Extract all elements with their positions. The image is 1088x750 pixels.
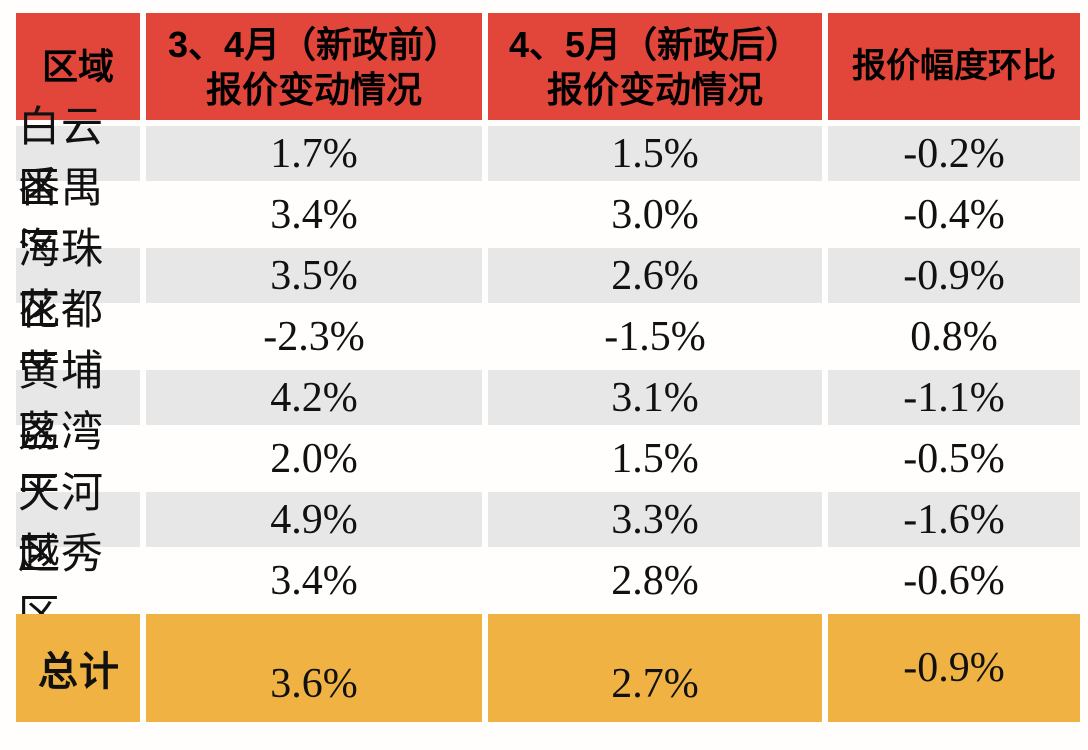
table-cell-mom: -0.2%	[828, 126, 1080, 181]
table-cell-mom: -0.4%	[903, 191, 1005, 238]
table-cell-mom: -0.9%	[828, 248, 1080, 303]
table-cell-before: 3.4%	[270, 191, 358, 238]
table-cell-after: -1.5%	[604, 313, 706, 360]
header-region: 区域	[16, 13, 140, 120]
table-cell-mom: -1.1%	[828, 370, 1080, 425]
table-cell-before: 2.0%	[270, 435, 358, 482]
header-before-line2: 报价变动情况	[205, 68, 422, 110]
table-cell-before: 1.7%	[146, 126, 482, 181]
header-before-policy: 3、4月（新政前） 报价变动情况	[146, 13, 482, 120]
table-cell-after: 1.5%	[488, 126, 822, 181]
table-cell-after: 1.5%	[611, 435, 699, 482]
table-cell-mom: -0.5%	[903, 435, 1005, 482]
total-cell-mom: -0.9%	[828, 614, 1080, 722]
table-cell-mom: 0.8%	[910, 313, 998, 360]
header-after-policy: 4、5月（新政后） 报价变动情况	[488, 13, 822, 120]
table-cell-before: 3.4%	[270, 557, 358, 604]
table-cell-after: 3.3%	[488, 492, 822, 547]
table-cell-mom: -1.6%	[828, 492, 1080, 547]
total-cell-before: 3.6%	[146, 614, 482, 722]
table-row-region: 越秀区	[18, 529, 105, 638]
table-cell-before: -2.3%	[263, 313, 365, 360]
total-cell-after: 2.7%	[488, 614, 822, 722]
table-cell-after: 2.6%	[488, 248, 822, 303]
table-cell-before: 4.9%	[146, 492, 482, 547]
table-cell-after: 2.8%	[611, 557, 699, 604]
table-cell-before: 4.2%	[146, 370, 482, 425]
table-cell-before: 3.5%	[146, 248, 482, 303]
table-cell-after: 3.0%	[611, 191, 699, 238]
table-cell-after: 3.1%	[488, 370, 822, 425]
table-row-region: 番禺区	[18, 163, 105, 272]
header-mom: 报价幅度环比	[828, 13, 1080, 120]
table-cell-mom: -0.6%	[903, 557, 1005, 604]
header-after-line2: 报价变动情况	[546, 68, 763, 110]
header-region-label: 区域	[41, 46, 114, 87]
total-row-label: 总计	[16, 614, 140, 722]
header-mom-label: 报价幅度环比	[852, 47, 1056, 86]
header-before-line1: 3、4月（新政前）	[167, 23, 461, 65]
header-after-line1: 4、5月（新政后）	[508, 23, 802, 65]
